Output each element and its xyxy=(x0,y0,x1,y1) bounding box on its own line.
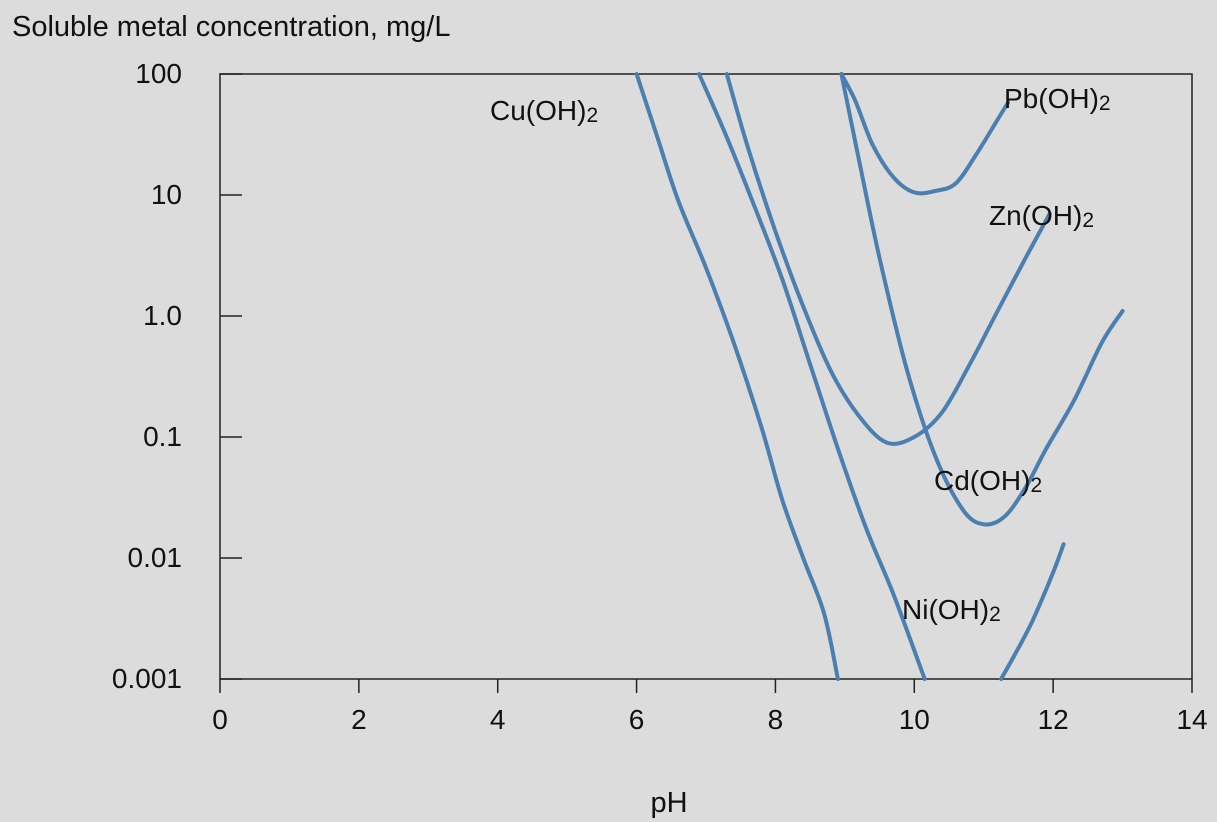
series-layer xyxy=(634,72,1125,681)
series-line-ni-oh-2 xyxy=(697,72,927,681)
series-label: Cu(OH)2 xyxy=(490,95,598,127)
y-axis: 100 10 1.0 0.1 0.01 0.001 xyxy=(112,58,242,694)
plot-frame xyxy=(219,73,1193,680)
x-tick-label: 2 xyxy=(351,704,367,735)
label-layer: Cu(OH)2 Ni(OH)2 Zn(OH)2 Pb(OH)2 Cd(OH)2 xyxy=(490,83,1111,626)
y-tick-label: 0.01 xyxy=(128,542,183,573)
y-tick-label: 0.1 xyxy=(143,421,182,452)
plot-area-border xyxy=(219,73,1193,680)
series-line-cu-oh-2 xyxy=(634,72,840,681)
y-tick-label: 10 xyxy=(151,179,182,210)
series-label: Cd(OH)2 xyxy=(934,465,1042,497)
series-line-zn-oh-2 xyxy=(724,72,1052,446)
x-tick-label: 14 xyxy=(1176,704,1207,735)
y-tick-label: 0.001 xyxy=(112,663,182,694)
series-line-cd-oh-2 xyxy=(839,72,1125,527)
y-tick-label: 1.0 xyxy=(143,300,182,331)
series-line-unlabeled-curve xyxy=(999,542,1066,681)
series-label: Pb(OH)2 xyxy=(1004,83,1111,115)
x-tick-label: 4 xyxy=(490,704,506,735)
x-tick-label: 6 xyxy=(629,704,645,735)
series-label: Ni(OH)2 xyxy=(902,594,1001,626)
x-tick-label: 8 xyxy=(768,704,784,735)
x-tick-label: 0 xyxy=(212,704,228,735)
series-line-pb-oh-2 xyxy=(839,72,1010,196)
x-axis: 0 2 4 6 8 10 12 14 xyxy=(212,679,1208,735)
series-label: Zn(OH)2 xyxy=(989,200,1094,232)
y-axis-title: Soluble metal concentration, mg/L xyxy=(12,11,450,43)
x-axis-title: pH xyxy=(650,787,687,819)
x-tick-label: 10 xyxy=(899,704,930,735)
x-tick-label: 12 xyxy=(1038,704,1069,735)
y-tick-label: 100 xyxy=(135,58,182,89)
